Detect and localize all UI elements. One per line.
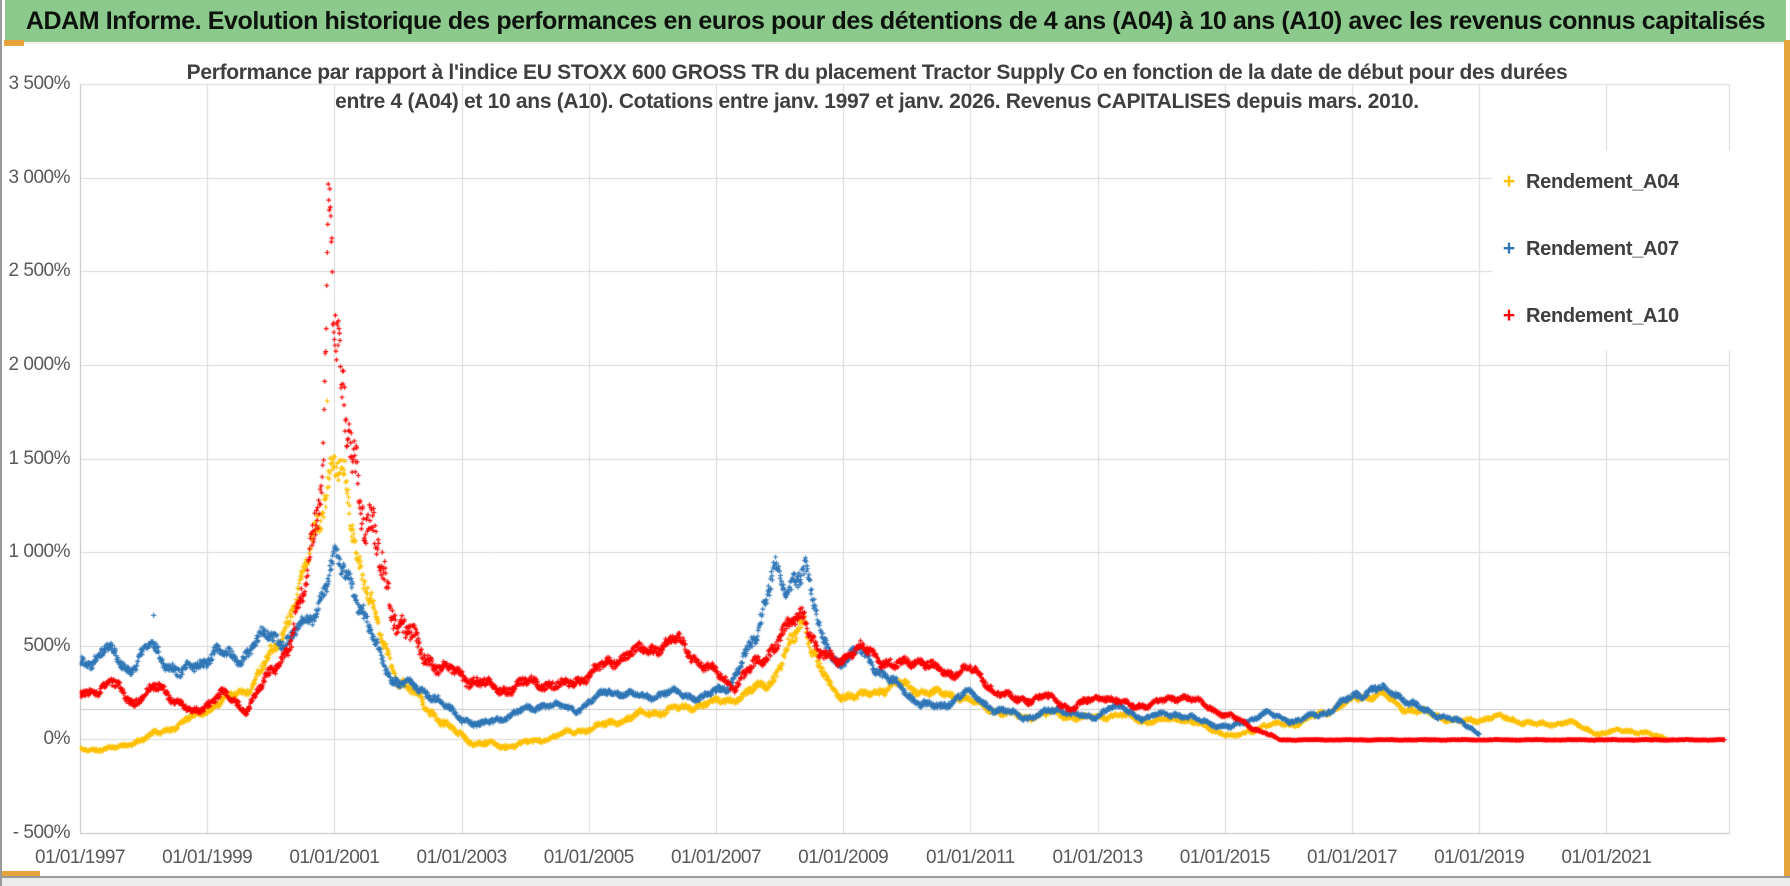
y-tick-label: - 500% [12,822,71,843]
legend-item-rendement_a04: + Rendement_A04 [1492,167,1784,197]
legend-label: Rendement_A07 [1526,237,1679,260]
y-tick-label: 2 500% [8,260,71,282]
y-tick-label: 3 500% [8,73,71,94]
x-tick-label: 01/01/2003 [416,847,508,868]
legend-label: Rendement_A04 [1526,170,1679,193]
x-tick-label: 01/01/2015 [1179,847,1271,868]
y-tick-label: 1 500% [8,447,71,469]
x-tick-label: 01/01/2017 [1306,847,1398,868]
y-tick-label: 0% [43,728,71,750]
x-tick-label: 01/01/1997 [34,847,126,868]
x-tick-label: 01/01/2001 [289,847,380,868]
x-tick-label: 01/01/2005 [543,847,635,868]
x-tick-label: 01/01/2007 [670,847,762,868]
x-tick-label: 01/01/2013 [1052,847,1144,868]
y-tick-label: 2 000% [8,353,71,375]
x-tick-label: 01/01/2019 [1434,847,1525,868]
x-tick-label: 01/01/1999 [162,847,253,868]
legend: + Rendement_A04 + Rendement_A07 + Rendement_A… [1492,151,1784,351]
legend-item-rendement_a07: + Rendement_A07 [1492,234,1784,264]
y-tick-label: 3 000% [8,166,71,188]
legend-item-rendement_a10: + Rendement_A10 [1492,301,1784,331]
chart-title-line1: Performance par rapport à l'indice EU ST… [186,61,1568,84]
x-tick-label: 01/01/2021 [1561,847,1652,868]
chart-title-line2: entre 4 (A04) et 10 ans (A10). Cotations… [335,90,1419,113]
y-tick-label: 500% [23,634,70,656]
legend-label: Rendement_A10 [1526,304,1679,327]
legend-plus-marker-icon: + [1502,170,1516,193]
y-tick-label: 1 000% [8,541,71,563]
x-tick-label: 01/01/2011 [926,847,1015,868]
legend-plus-marker-icon: + [1502,237,1516,260]
legend-plus-marker-icon: + [1502,304,1516,327]
chart-title: Performance par rapport à l'indice EU ST… [152,58,1602,116]
x-tick-label: 01/01/2009 [798,847,889,868]
